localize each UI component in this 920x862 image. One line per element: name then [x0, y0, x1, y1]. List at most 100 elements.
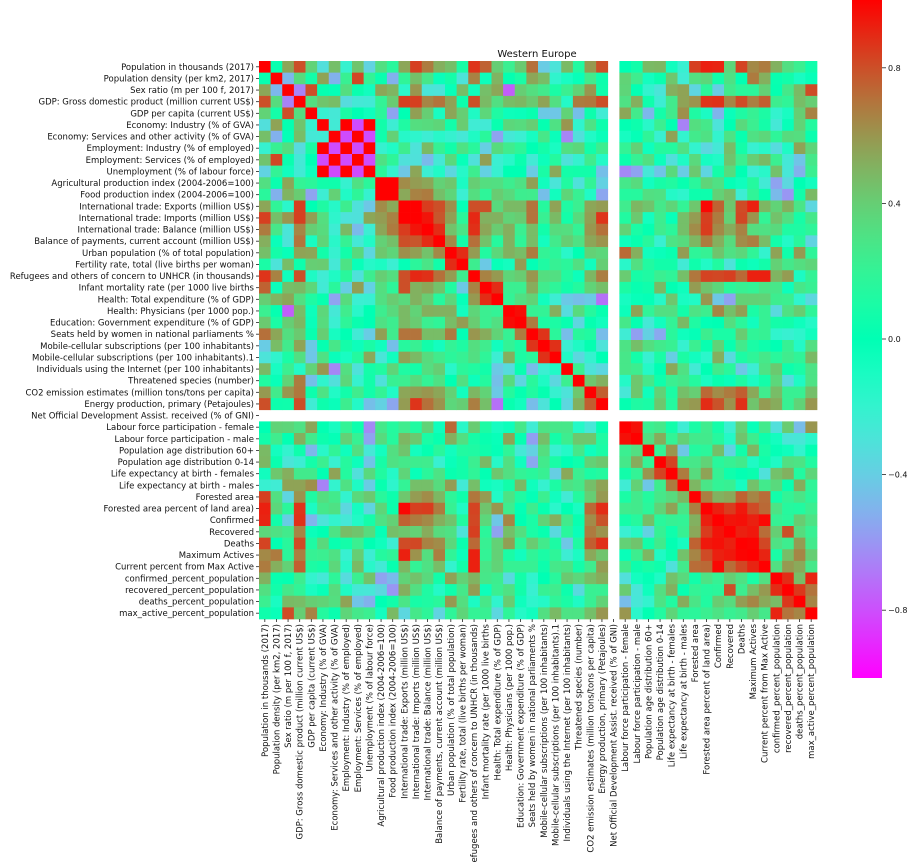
- heatmap-cell: [514, 398, 527, 411]
- heatmap-cell: [352, 107, 364, 120]
- heatmap-cell: [735, 386, 748, 399]
- heatmap-cell: [398, 374, 411, 387]
- heatmap-cell: [398, 223, 411, 236]
- heatmap-cell: [584, 223, 597, 236]
- heatmap-cell: [328, 270, 341, 283]
- heatmap-cell: [445, 467, 457, 480]
- heatmap-cell: [375, 607, 388, 620]
- heatmap-cell: [631, 142, 643, 155]
- heatmap-cell: [572, 316, 585, 329]
- heatmap-cell: [340, 398, 353, 411]
- heatmap-cell: [712, 84, 725, 97]
- heatmap-cell: [398, 84, 411, 97]
- heatmap-cell: [677, 526, 690, 538]
- heatmap-cell: [293, 165, 306, 178]
- heatmap-cell: [352, 119, 364, 132]
- heatmap-cell: [631, 595, 643, 608]
- heatmap-cell: [317, 293, 330, 306]
- heatmap-cell: [259, 560, 271, 573]
- heatmap-cell: [421, 467, 434, 480]
- heatmap-cell: [398, 107, 411, 120]
- heatmap-cell: [386, 305, 399, 318]
- heatmap-cell: [572, 572, 585, 585]
- heatmap-cell: [270, 212, 283, 225]
- heatmap-cell: [386, 479, 399, 492]
- heatmap-cell: [724, 607, 736, 620]
- heatmap-cell: [561, 235, 574, 248]
- heatmap-cell: [677, 467, 690, 480]
- heatmap-cell: [561, 421, 574, 434]
- heatmap-cell: [421, 549, 434, 562]
- heatmap-cell: [526, 72, 539, 85]
- heatmap-cell: [421, 584, 434, 597]
- heatmap-cell: [479, 595, 492, 608]
- heatmap-cell: [619, 351, 632, 364]
- heatmap-cell: [398, 130, 411, 143]
- heatmap-cell: [805, 165, 818, 178]
- heatmap-cell: [770, 200, 783, 213]
- y-tick-label: Population density (per km2, 2017): [104, 74, 254, 84]
- heatmap-cell: [270, 200, 283, 213]
- heatmap-cell: [712, 398, 725, 411]
- heatmap-cell: [793, 188, 806, 201]
- heatmap-cell: [735, 119, 748, 132]
- heatmap-cell: [665, 467, 678, 480]
- heatmap-cell: [363, 537, 376, 550]
- y-tick-label: Food production index (2004-2006=100): [80, 191, 254, 201]
- heatmap-cell: [421, 61, 434, 73]
- heatmap-cell: [270, 607, 283, 620]
- heatmap-cell: [445, 514, 457, 527]
- heatmap-cell: [677, 340, 690, 352]
- heatmap-cell: [433, 107, 446, 120]
- heatmap-cell: [654, 316, 667, 329]
- heatmap-cell: [259, 305, 271, 318]
- heatmap-cell: [619, 130, 632, 143]
- heatmap-cell: [293, 177, 306, 190]
- heatmap-cell: [270, 223, 283, 236]
- heatmap-cell: [259, 165, 271, 178]
- heatmap-cell: [363, 595, 376, 608]
- heatmap-cell: [654, 433, 667, 445]
- heatmap-cell: [305, 584, 318, 597]
- heatmap-cell: [735, 305, 748, 318]
- heatmap-cell: [596, 293, 609, 306]
- heatmap-cell: [363, 258, 376, 271]
- heatmap-cell: [445, 584, 457, 597]
- heatmap-cell: [386, 154, 399, 166]
- heatmap-cell: [514, 374, 527, 387]
- heatmap-cell: [665, 502, 678, 515]
- heatmap-cell: [654, 177, 667, 190]
- heatmap-cell: [479, 607, 492, 620]
- heatmap-cell: [770, 130, 783, 143]
- heatmap-cell: [747, 119, 760, 132]
- heatmap-cell: [782, 386, 795, 399]
- heatmap-cell: [631, 95, 643, 108]
- heatmap-cell: [805, 305, 818, 318]
- heatmap-cell: [328, 595, 341, 608]
- heatmap-cell: [282, 340, 295, 352]
- heatmap-cell: [445, 526, 457, 538]
- heatmap-cell: [747, 572, 760, 585]
- heatmap-cell: [526, 398, 539, 411]
- heatmap-cell: [642, 537, 655, 550]
- heatmap-cell: [700, 374, 713, 387]
- heatmap-cell: [724, 572, 736, 585]
- heatmap-cell: [538, 177, 550, 190]
- heatmap-cell: [793, 595, 806, 608]
- heatmap-cell: [747, 526, 760, 538]
- heatmap-cell: [270, 61, 283, 73]
- heatmap-cell: [386, 433, 399, 445]
- heatmap-cell: [468, 142, 481, 155]
- heatmap-cell: [770, 374, 783, 387]
- heatmap-cell: [421, 270, 434, 283]
- heatmap-cell: [352, 398, 364, 411]
- heatmap-cell: [433, 340, 446, 352]
- heatmap-cell: [398, 340, 411, 352]
- heatmap-cell: [503, 514, 516, 527]
- heatmap-cell: [398, 188, 411, 201]
- heatmap-cell: [770, 142, 783, 155]
- x-tick-label: Net Official Development Assist. receive…: [610, 624, 620, 847]
- y-tick-label: recovered_percent_population: [125, 586, 254, 596]
- heatmap-cell: [665, 584, 678, 597]
- heatmap-cell: [665, 119, 678, 132]
